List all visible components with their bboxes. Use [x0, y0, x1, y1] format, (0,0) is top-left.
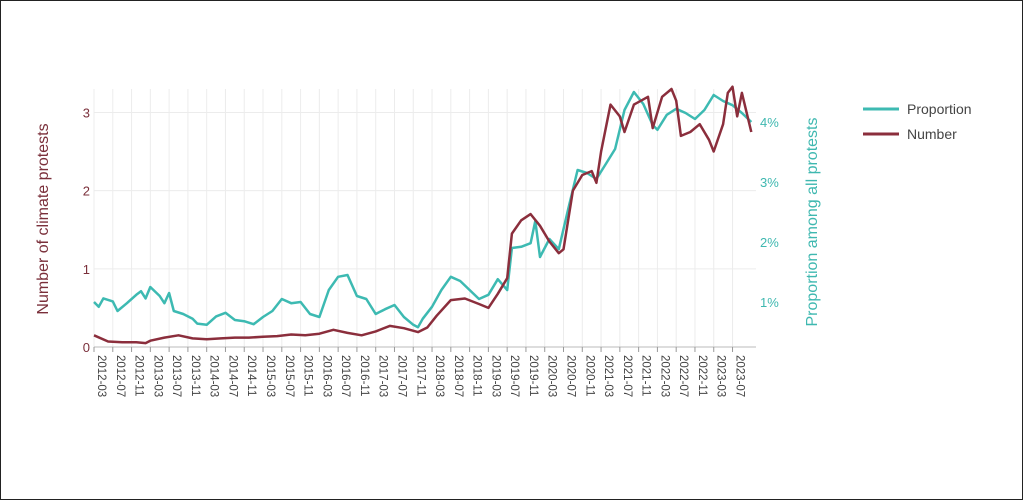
x-tick-label: 2015-03 [264, 355, 276, 397]
y-tick-label-right: 4% [760, 115, 779, 130]
x-tick-label: 2013-07 [170, 355, 182, 397]
x-tick-label: 2021-03 [602, 355, 614, 397]
y-axis-title-right: Proportion among all protests [804, 118, 821, 327]
x-tick-label: 2020-07 [565, 355, 577, 397]
series-line-proportion [93, 90, 753, 329]
x-tick-label: 2017-11 [414, 355, 426, 396]
x-tick-label: 2016-03 [320, 355, 332, 397]
y-tick-label-right: 1% [760, 295, 779, 310]
x-tick-label: 2018-11 [471, 355, 483, 396]
y-tick-label-left: 3 [83, 105, 90, 120]
legend-label-number: Number [907, 126, 957, 142]
x-tick-label: 2012-03 [95, 355, 107, 397]
x-tick-label: 2013-11 [189, 355, 201, 396]
y-axis-right: 1% 2% 3% 4% [760, 115, 779, 310]
x-tick-label: 2012-07 [114, 355, 126, 397]
x-tick-label: 2019-03 [489, 355, 501, 397]
x-tick-label: 2023-07 [734, 355, 746, 397]
x-tick-label: 2017-03 [377, 355, 389, 397]
x-tick-label: 2022-07 [677, 355, 689, 397]
series-lines [93, 85, 753, 345]
x-tick-label: 2022-03 [658, 355, 670, 397]
y-tick-label-left: 2 [83, 184, 90, 199]
x-tick-label: 2015-11 [302, 355, 314, 396]
x-tick-label: 2021-07 [621, 355, 633, 397]
x-tick-label: 2012-11 [133, 355, 145, 396]
x-tick-label: 2019-11 [527, 355, 539, 396]
x-axis: 2012-03 2012-07 2012-11 2013-03 2013-07 2013-… [93, 347, 746, 397]
x-tick-label: 2021-11 [640, 355, 652, 396]
y-tick-label-left: 0 [83, 340, 90, 355]
x-tick-label: 2019-07 [508, 355, 520, 397]
y-tick-label-left: 1 [83, 262, 90, 277]
x-tick-label: 2017-07 [395, 355, 407, 397]
x-tick-label: 2022-11 [696, 355, 708, 396]
x-tick-label: 2016-07 [339, 355, 351, 397]
x-tick-label: 2018-07 [452, 355, 464, 397]
x-tick-label: 2023-03 [715, 355, 727, 397]
x-tick-label: 2018-03 [433, 355, 445, 397]
y-axis-title-left: Number of climate protests [35, 123, 52, 314]
grid [93, 89, 756, 348]
y-tick-label-right: 3% [760, 175, 779, 190]
y-axis-left: 0 1 2 3 [83, 105, 90, 355]
x-tick-label: 2013-03 [151, 355, 163, 397]
legend-label-proportion: Proportion [907, 101, 972, 117]
series-line-number [93, 85, 753, 345]
x-tick-label: 2014-07 [226, 355, 238, 397]
y-tick-label-right: 2% [760, 235, 779, 250]
x-tick-label: 2015-07 [283, 355, 295, 397]
x-tick-label: 2016-11 [358, 355, 370, 396]
x-tick-label: 2020-03 [546, 355, 558, 397]
legend: Proportion Number [863, 101, 972, 142]
x-tick-label: 2020-11 [583, 355, 595, 396]
x-tick-label: 2014-03 [208, 355, 220, 397]
x-tick-label: 2014-11 [245, 355, 257, 396]
